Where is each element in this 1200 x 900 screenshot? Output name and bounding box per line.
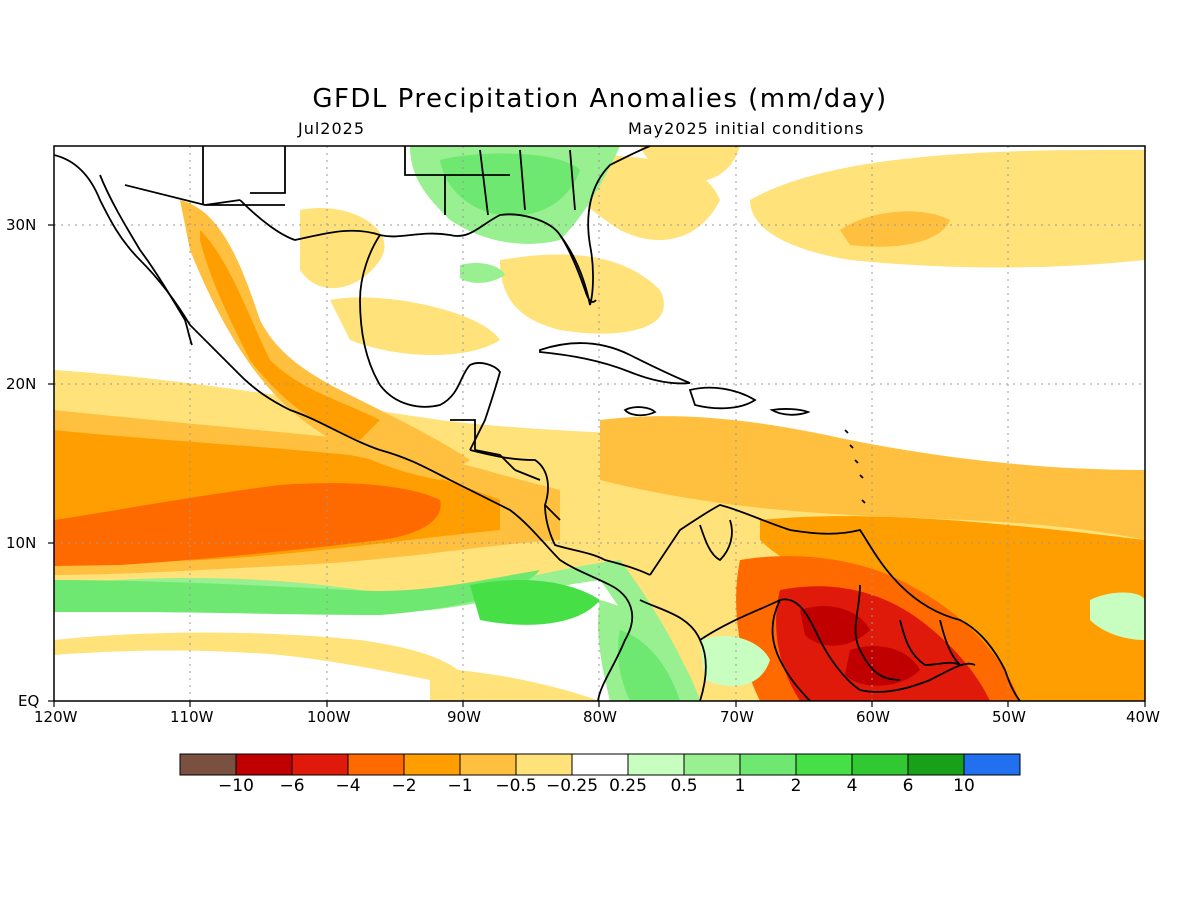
legend-swatch bbox=[515, 753, 573, 776]
legend-tick-label: −0.5 bbox=[495, 776, 537, 796]
axis-ticks bbox=[48, 224, 1146, 707]
legend-tick-label: 2 bbox=[790, 776, 802, 796]
legend-swatch bbox=[291, 753, 349, 776]
legend-swatch bbox=[179, 753, 237, 776]
lon-label-40w: 40W bbox=[1126, 708, 1160, 726]
color-legend bbox=[179, 753, 1021, 776]
legend-tick-label: −4 bbox=[335, 776, 361, 796]
lon-label-120w: 120W bbox=[34, 708, 78, 726]
legend-swatch bbox=[963, 753, 1021, 776]
graticule bbox=[54, 146, 1145, 701]
lon-label-50w: 50W bbox=[992, 708, 1026, 726]
coastlines bbox=[54, 146, 1021, 701]
legend-swatch bbox=[851, 753, 909, 776]
lat-label-10n: 10N bbox=[6, 534, 37, 552]
legend-tick-label: −2 bbox=[391, 776, 417, 796]
lon-label-110w: 110W bbox=[170, 708, 214, 726]
legend-tick-label: 0.25 bbox=[609, 776, 647, 796]
lat-label-20n: 20N bbox=[6, 375, 37, 393]
legend-tick-label: −0.25 bbox=[545, 776, 599, 796]
legend-tick-label: 0.5 bbox=[670, 776, 698, 796]
lon-label-80w: 80W bbox=[583, 708, 617, 726]
legend-swatch bbox=[403, 753, 461, 776]
legend-swatch bbox=[683, 753, 741, 776]
legend-swatch bbox=[627, 753, 685, 776]
legend-swatch bbox=[907, 753, 965, 776]
legend-tick-label: 4 bbox=[846, 776, 858, 796]
lat-label-eq: EQ bbox=[18, 692, 40, 710]
legend-swatch bbox=[235, 753, 293, 776]
legend-tick-label: 6 bbox=[902, 776, 914, 796]
lon-label-100w: 100W bbox=[307, 708, 351, 726]
legend-tick-label: 1 bbox=[734, 776, 746, 796]
valid-month-label: Jul2025 bbox=[298, 119, 366, 138]
anomaly-field bbox=[54, 146, 1145, 701]
legend-tick-label: −1 bbox=[447, 776, 473, 796]
lon-label-60w: 60W bbox=[856, 708, 890, 726]
legend-swatch bbox=[459, 753, 517, 776]
init-conditions-label: May2025 initial conditions bbox=[628, 119, 865, 138]
legend-swatch bbox=[571, 753, 629, 776]
lat-label-30n: 30N bbox=[6, 216, 37, 234]
legend-tick-label: −6 bbox=[279, 776, 305, 796]
lon-label-90w: 90W bbox=[447, 708, 481, 726]
legend-swatch bbox=[347, 753, 405, 776]
legend-swatch bbox=[739, 753, 797, 776]
map-title: GFDL Precipitation Anomalies (mm/day) bbox=[312, 84, 888, 114]
lon-label-70w: 70W bbox=[720, 708, 754, 726]
legend-tick-label: 10 bbox=[953, 776, 975, 796]
legend-swatch bbox=[795, 753, 853, 776]
legend-tick-label: −10 bbox=[218, 776, 254, 796]
